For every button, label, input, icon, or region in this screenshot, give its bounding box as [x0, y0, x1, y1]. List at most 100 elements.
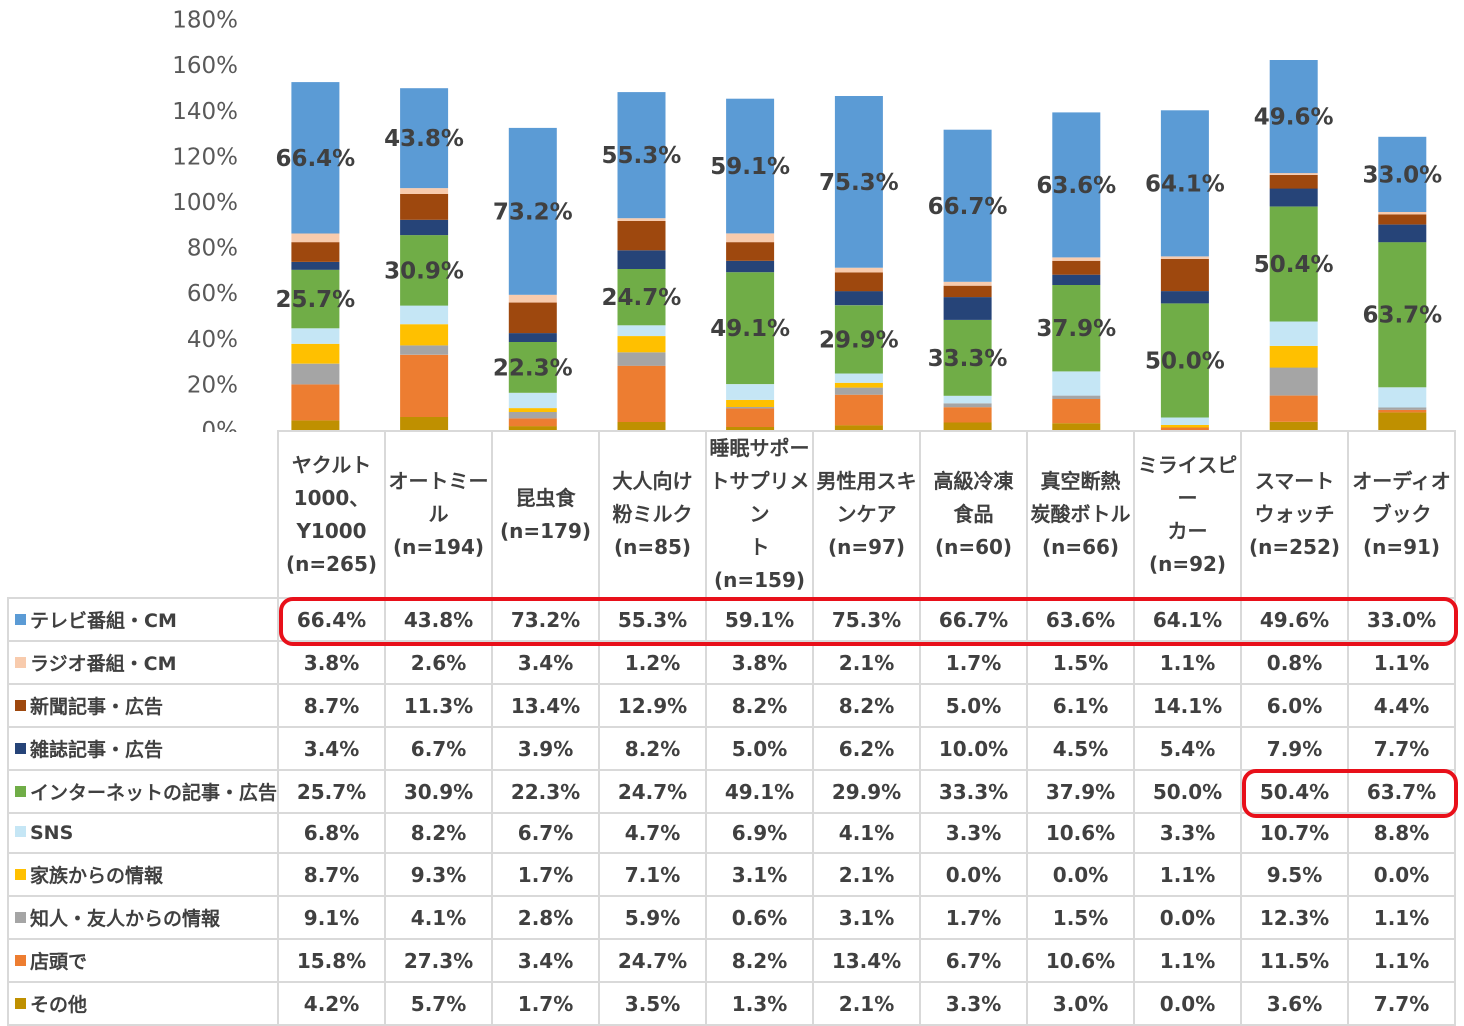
data-label: 55.3% [602, 143, 682, 169]
table-cell: 6.7% [919, 938, 1029, 983]
category-label-line: ウォッチ [1254, 502, 1335, 526]
table-cell: 1.3% [705, 981, 815, 1026]
table-cell: 9.1% [277, 895, 387, 940]
bar-segment [508, 302, 557, 334]
bar-segment [1269, 395, 1318, 422]
series-label-cell: テレビ番組・CM [6, 597, 280, 642]
series-name: 店頭で [30, 951, 88, 973]
bar-segment [943, 395, 992, 404]
table-cell: 3.9% [491, 726, 601, 771]
table-cell: 4.7% [598, 812, 708, 854]
category-label-line: 睡眠サポー [709, 436, 810, 460]
category-header: 男性用スキ ンケア (n=97) [812, 430, 922, 599]
bar-segment [726, 242, 775, 261]
table-cell: 1.7% [919, 895, 1029, 940]
table-cell: 66.7% [919, 597, 1029, 642]
bar-segment [726, 427, 775, 430]
bar-segment [400, 324, 449, 346]
category-label-line: (n=194) [393, 535, 485, 559]
bar-segment [1160, 259, 1209, 292]
table-cell: 0.0% [919, 852, 1029, 897]
bar-segment [291, 269, 340, 329]
category-label-line: 昆虫食 [515, 485, 576, 510]
bar-segment [617, 250, 666, 269]
bar-segment [834, 291, 883, 306]
table-cell: 8.8% [1347, 812, 1457, 854]
bar-segment [1269, 367, 1318, 396]
table-cell: 6.2% [812, 726, 922, 771]
table-cell: 30.9% [384, 769, 494, 814]
table-cell: 24.7% [598, 938, 708, 983]
category-label-line: オーディオ [1352, 469, 1451, 493]
bar-segment [834, 373, 883, 383]
legend-swatch [15, 657, 26, 668]
bar-segment [1378, 214, 1427, 225]
bar-segment [1269, 173, 1318, 175]
y-tick-label: 160% [172, 53, 238, 79]
bar-segment [400, 188, 449, 194]
table-cell: 2.1% [812, 640, 922, 685]
bar-segment [291, 420, 340, 430]
table-cell: 0.0% [1133, 895, 1243, 940]
category-label-line: Y1000 [296, 518, 367, 543]
data-label: 73.2% [493, 199, 573, 225]
series-label-cell: その他 [6, 981, 280, 1026]
table-cell: 33.3% [919, 769, 1029, 814]
bar-segment [943, 403, 992, 408]
data-label: 30.9% [384, 258, 464, 284]
table-cell: 14.1% [1133, 683, 1243, 728]
data-label: 50.4% [1254, 252, 1334, 278]
bar-segment [617, 220, 666, 251]
table-cell: 5.0% [705, 726, 815, 771]
category-header: 睡眠サポー トサプリメント (n=159) [705, 430, 815, 599]
category-label-line: (n=97) [827, 535, 906, 559]
bar-stacks [291, 60, 1427, 430]
table-cell: 1.1% [1347, 895, 1457, 940]
bar-segment [291, 233, 340, 243]
table-cell: 50.0% [1133, 769, 1243, 814]
table-cell: 0.6% [705, 895, 815, 940]
y-tick-label: 40% [187, 327, 238, 353]
table-cell: 1.1% [1133, 938, 1243, 983]
bar-segment [1160, 291, 1209, 304]
table-cell: 37.9% [1026, 769, 1136, 814]
table-cell: 8.2% [598, 726, 708, 771]
table-cell: 8.7% [277, 683, 387, 728]
bar-segment [1052, 423, 1101, 430]
bar-segment [400, 219, 449, 236]
bar-segment [291, 384, 340, 421]
bar-segment [1269, 345, 1318, 368]
table-cell: 6.7% [384, 726, 494, 771]
table-cell: 9.5% [1240, 852, 1350, 897]
data-label: 24.7% [602, 285, 682, 311]
bar-segment [1160, 110, 1209, 257]
y-tick-label: 20% [187, 372, 238, 398]
table-cell: 3.0% [1026, 981, 1136, 1026]
bar-segment [508, 333, 557, 342]
table-cell: 49.6% [1240, 597, 1350, 642]
table-cell: 8.2% [812, 683, 922, 728]
series-label-cell: SNS [6, 812, 280, 854]
table-cell: 3.3% [919, 981, 1029, 1026]
data-label: 66.7% [928, 194, 1008, 220]
bar-segment [291, 262, 340, 270]
bar-segment [291, 363, 340, 385]
bar-segment [1269, 206, 1318, 322]
bar-segment [726, 233, 775, 243]
legend-swatch [15, 826, 26, 837]
bar-segment [617, 336, 666, 353]
table-row: 店頭で 15.8% 27.3% 3.4% 24.7% 8.2% 13.4% 6.7% 10.6%… [6, 938, 1457, 983]
bar-segment [400, 354, 449, 417]
table-row: 家族からの情報 8.7% 9.3% 1.7% 7.1% 3.1% 2.1% 0.0% 0.0% 1… [6, 852, 1457, 897]
table-cell: 5.0% [919, 683, 1029, 728]
series-label-cell: 雑誌記事・広告 [6, 726, 280, 771]
table-cell: 8.7% [277, 852, 387, 897]
data-label: 49.1% [710, 316, 790, 342]
bar-segment [400, 345, 449, 355]
data-label: 50.0% [1145, 349, 1225, 375]
series-name: テレビ番組・CM [30, 610, 177, 632]
category-label-line: ト [749, 535, 770, 559]
legend-swatch [15, 700, 26, 711]
bar-segment [508, 412, 557, 419]
category-header: オートミール (n=194) [384, 430, 494, 599]
